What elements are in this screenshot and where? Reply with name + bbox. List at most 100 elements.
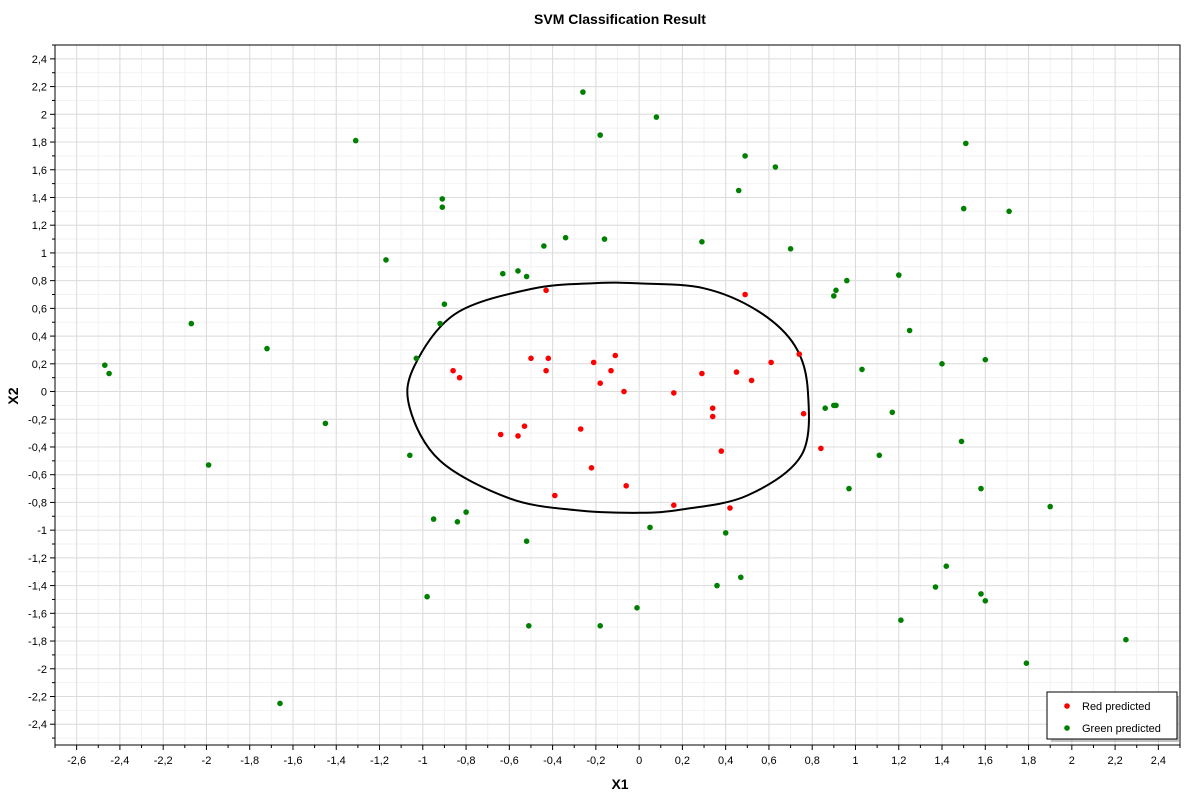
green-point [597,132,603,138]
x-tick-label: -0,6 [500,755,519,767]
red-point [543,367,549,374]
green-point [831,293,837,299]
y-tick-label: 1,2 [32,220,47,232]
y-tick-label: 2,4 [32,54,47,66]
red-point [552,492,558,499]
x-tick-label: -2,4 [110,755,129,767]
red-point [709,405,716,412]
green-point [407,452,413,459]
y-tick-label: 2 [41,109,47,121]
red-point [608,367,614,374]
green-point [526,623,532,629]
grid [54,44,1181,745]
green-point [430,516,437,522]
x-tick-label: -1,8 [240,755,259,767]
green-point [963,140,969,147]
green-point [833,287,839,294]
green-point [562,234,569,241]
legend-label-green: Green predicted [1082,723,1161,735]
red-point [577,426,584,432]
green-point [1023,660,1030,666]
green-point [906,327,913,334]
x-tick-label: -1,4 [327,755,346,767]
y-tick-label: -2,2 [28,691,47,703]
x-tick-label: -0,8 [457,755,476,767]
green-point [580,89,586,95]
green-point [699,239,705,245]
y-tick-label: -2,4 [28,719,47,731]
green-point [735,187,742,194]
green-point [898,617,904,623]
y-tick-label: -0,8 [28,497,47,509]
green-point [413,355,420,362]
green-point [463,509,469,515]
green-point [277,700,283,707]
y-tick-label: 2,2 [32,82,47,94]
green-point [932,584,939,590]
x-tick-label: 1,2 [891,755,906,767]
y-tick-label: 1,8 [32,137,47,149]
data-points [102,89,1129,707]
y-tick-label: -2 [37,664,47,676]
x-tick-label: 1,8 [1021,755,1036,767]
red-point [623,483,629,489]
red-point [718,448,725,454]
green-point [822,405,828,412]
red-point [699,370,705,377]
x-tick-label: 0,8 [805,755,820,767]
red-point [521,423,528,430]
legend-label-red: Red predicted [1082,701,1151,713]
green-point [634,605,640,611]
red-point [456,374,463,381]
red-point [621,388,627,395]
x-tick-label: 0,2 [675,755,690,767]
green-point [844,277,850,284]
legend-box [1046,691,1178,740]
green-point [205,462,212,468]
green-point [437,320,443,327]
chart-title: SVM Classification Result [534,11,706,27]
decision-boundary [406,281,810,514]
red-point [818,445,824,452]
green-point [738,574,744,581]
green-point [647,524,653,531]
x-tick-label: -1,6 [283,755,302,767]
green-point [960,205,967,212]
y-tick-label: 0,4 [32,331,47,343]
x-tick-label: -1 [418,755,428,767]
y-tick-label: -0,6 [28,470,47,482]
green-point [541,243,547,249]
red-point [450,367,456,374]
x-tick-label: -1,2 [370,755,389,767]
y-axis-title: X2 [5,387,21,404]
red-point [768,359,774,366]
green-point [846,485,852,492]
y-tick-label: -0,4 [28,442,47,454]
red-point [612,352,619,359]
green-point [653,114,660,120]
x-tick-label: -2,2 [154,755,173,767]
green-point [515,268,521,274]
red-point [590,359,597,366]
y-tick-label: -1,6 [28,608,47,620]
y-tick-label: -1,2 [28,553,47,565]
y-tick-label: 0,6 [32,303,47,315]
x-tick-label: 2,2 [1107,755,1122,767]
green-point [454,519,461,525]
green-point [896,272,902,278]
y-tick-label: -1,4 [28,581,47,593]
green-point [787,246,794,252]
green-point [982,356,989,363]
green-point [722,530,729,536]
x-tick-label: -2 [202,755,212,767]
green-point [833,402,839,409]
green-point [439,196,446,202]
red-point [800,410,807,417]
y-tick-label: -0,2 [28,414,47,426]
green-point [523,273,530,280]
y-tick-label: -1,8 [28,636,47,648]
red-point [497,431,504,438]
green-point [523,538,530,544]
green-point [264,345,270,352]
